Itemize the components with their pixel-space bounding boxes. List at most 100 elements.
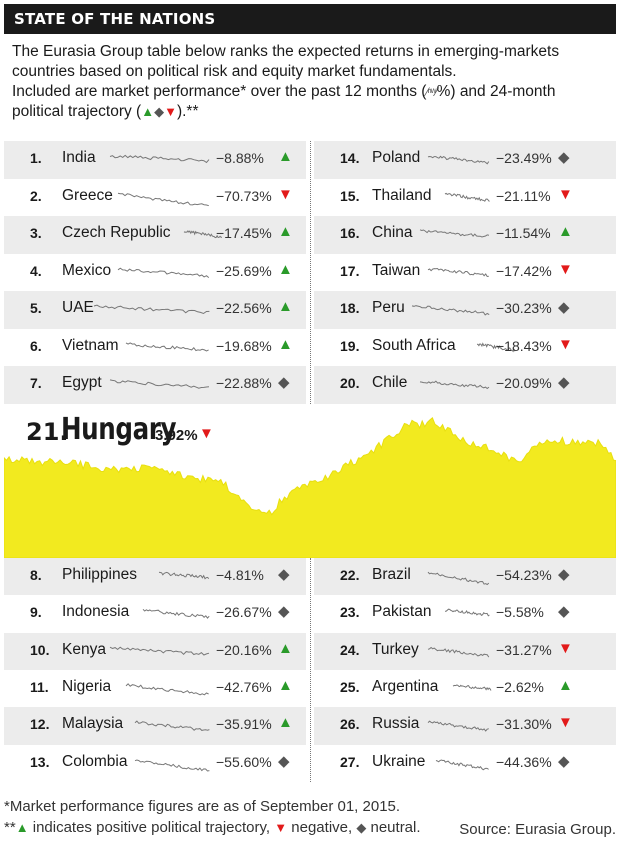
sparkline-series <box>117 267 210 278</box>
sparkline-series <box>109 154 210 164</box>
column-divider <box>310 141 311 404</box>
table-row: 13. Colombia −55.60% ◆ <box>4 745 306 782</box>
table-row: 16. China −11.54% ▲ <box>314 216 616 254</box>
row-rank: 19. <box>340 337 360 354</box>
intro-line-4b: ).** <box>176 103 199 120</box>
row-performance: −26.67% <box>216 604 272 621</box>
sparkline-series <box>436 759 490 770</box>
row-country: South Africa <box>372 336 456 354</box>
row-rank: 14. <box>340 150 360 166</box>
trajectory-up-icon: ▲ <box>278 298 293 316</box>
row-rank: 18. <box>340 300 360 317</box>
row-performance: −21.11% <box>496 187 551 204</box>
trajectory-neutral-icon: ◆ <box>558 299 570 317</box>
row-country: Pakistan <box>372 603 432 621</box>
row-performance: −5.58% <box>496 604 544 621</box>
trajectory-neutral-icon: ◆ <box>558 603 570 621</box>
row-country: Ukraine <box>372 752 426 770</box>
row-rank: 20. <box>340 375 360 392</box>
row-rank: 9. <box>30 604 42 621</box>
row-country: Indonesia <box>62 603 130 621</box>
sparkline-series <box>109 646 210 656</box>
row-performance: −8.88% <box>216 150 264 166</box>
sparkline <box>427 571 490 586</box>
row-performance: −42.76% <box>216 678 272 695</box>
rankings-column-top-left: 1. India −8.88% ▲ 2. Greece −70.73% ▼ 3. Czech Re… <box>4 141 306 404</box>
sparkline <box>452 684 492 691</box>
table-row: 9. Indonesia −26.67% ◆ <box>4 595 306 632</box>
footnote-2-a: indicates positive political trajectory, <box>28 819 275 836</box>
intro-line-1: The Eurasia Group table below ranks the … <box>12 43 560 60</box>
table-row: 3. Czech Republic −17.45% ▲ <box>4 216 306 254</box>
sparkline <box>142 609 210 620</box>
row-country: Philippines <box>62 566 137 583</box>
trajectory-neutral-icon: ◆ <box>278 603 290 621</box>
down-triangle-icon: ▼ <box>274 820 288 835</box>
row-country: Thailand <box>372 186 432 204</box>
row-performance: −4.81% <box>216 567 264 583</box>
row-country: Chile <box>372 374 408 392</box>
row-performance: −20.09% <box>496 375 552 392</box>
sparkline-series <box>427 571 490 586</box>
sparkline-series <box>419 229 490 238</box>
table-row: 6. Vietnam −19.68% ▲ <box>4 329 306 367</box>
row-country: Poland <box>372 149 421 166</box>
intro-line-3: Included are market performance* over th… <box>12 82 612 102</box>
row-rank: 26. <box>340 716 360 733</box>
row-rank: 17. <box>340 262 360 279</box>
hungary-area-series <box>4 416 616 558</box>
row-country: China <box>372 224 413 242</box>
table-row: 14. Poland −23.49% ◆ <box>314 141 616 179</box>
footnote-2-c: neutral. <box>366 819 421 836</box>
sparkline <box>419 229 490 238</box>
sparkline-series <box>118 192 210 206</box>
hero-country: Hungary <box>61 412 177 447</box>
row-country: Malaysia <box>62 715 124 733</box>
sparkline <box>428 155 490 165</box>
column-divider <box>310 558 311 782</box>
table-row: 26. Russia −31.30% ▼ <box>314 707 616 745</box>
trajectory-up-icon: ▲ <box>278 223 293 241</box>
mini-chart-icon: ⁄ⁿʷ⁄ <box>426 85 437 99</box>
row-rank: 22. <box>340 567 360 583</box>
row-rank: 5. <box>30 300 42 317</box>
trajectory-neutral-icon: ◆ <box>558 566 570 583</box>
sparkline <box>109 379 210 390</box>
sparkline <box>444 608 490 617</box>
trajectory-up-icon: ▲ <box>558 676 573 694</box>
trajectory-neutral-icon: ◆ <box>278 566 290 583</box>
table-row: 12. Malaysia −35.91% ▲ <box>4 707 306 745</box>
sparkline-series <box>427 720 490 733</box>
row-performance: −18.43% <box>496 337 552 354</box>
row-performance: −31.30% <box>496 716 552 733</box>
trajectory-down-icon: ▼ <box>278 185 293 203</box>
table-row: 10. Kenya −20.16% ▲ <box>4 632 306 670</box>
intro-line-4a: political trajectory ( <box>12 103 142 120</box>
table-row: 4. Mexico −25.69% ▲ <box>4 254 306 292</box>
row-country: Nigeria <box>62 677 112 695</box>
row-rank: 27. <box>340 753 360 770</box>
trajectory-up-icon: ▲ <box>278 148 293 165</box>
table-row: 5. UAE −22.56% ▲ <box>4 291 306 329</box>
sparkline <box>134 759 210 772</box>
table-row: 11. Nigeria −42.76% ▲ <box>4 670 306 707</box>
sparkline-series <box>477 342 516 353</box>
table-row: 8. Philippines −4.81% ◆ <box>4 558 306 596</box>
row-rank: 15. <box>340 187 360 204</box>
trajectory-up-icon: ▲ <box>278 260 293 278</box>
row-country: Argentina <box>372 677 439 695</box>
row-rank: 3. <box>30 225 42 242</box>
table-row: 2. Greece −70.73% ▼ <box>4 179 306 217</box>
row-rank: 16. <box>340 225 360 242</box>
intro-line-3a: Included are market performance* over th… <box>12 83 427 100</box>
intro-line-4: political trajectory (▲◆▼).** <box>12 102 612 122</box>
row-performance: −55.60% <box>216 753 272 770</box>
row-performance: −20.16% <box>216 641 272 658</box>
row-country: Czech Republic <box>62 224 171 242</box>
row-performance: −44.36% <box>496 753 552 770</box>
row-performance: −54.23% <box>496 567 552 583</box>
row-performance: −2.62% <box>496 678 544 695</box>
sparkline-series <box>134 759 210 772</box>
table-row: 22. Brazil −54.23% ◆ <box>314 558 616 596</box>
sparkline-series <box>142 609 210 620</box>
